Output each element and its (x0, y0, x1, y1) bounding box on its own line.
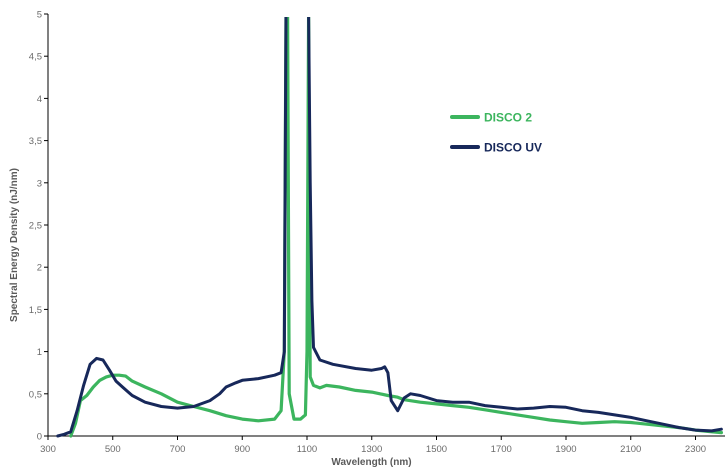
legend: DISCO 2 DISCO UV (450, 111, 542, 155)
x-tick-label: 2100 (620, 444, 641, 455)
x-tick-label: 300 (40, 444, 56, 455)
y-tick-label: 1,5 (29, 305, 42, 316)
y-tick-label: 4,5 (29, 52, 42, 63)
legend-label: DISCO UV (484, 141, 542, 155)
y-tick-label: 3,5 (29, 136, 42, 147)
x-axis-title: Wavelength (nm) (331, 457, 411, 468)
y-tick-label: 2 (37, 263, 42, 274)
y-tick-label: 3 (37, 178, 42, 189)
y-tick-label: 2,5 (29, 221, 42, 232)
y-axis-title: Spectral Energy Density (nJ/nm) (9, 168, 20, 322)
x-tick-label: 1900 (555, 444, 576, 455)
y-tick-group: 0 0,5 1 1,5 2 2,5 3 3,5 4 4,5 5 (29, 10, 48, 443)
y-tick-label: 4 (37, 94, 42, 105)
x-tick-label: 1300 (361, 444, 382, 455)
x-tick-label: 500 (105, 444, 121, 455)
x-tick-label: 900 (234, 444, 250, 455)
x-tick-label: 1700 (491, 444, 512, 455)
series-group (56, 17, 724, 438)
y-tick-label: 1 (37, 347, 42, 358)
x-tick-label: 1100 (297, 444, 317, 455)
series-line-disco-2 (69, 17, 724, 438)
x-tick-label: 1500 (426, 444, 447, 455)
legend-label: DISCO 2 (484, 111, 532, 125)
x-tick-group: 300 500 700 900 1100 1300 1500 1700 1900 2100 2300 (40, 436, 706, 455)
x-tick-label: 700 (170, 444, 186, 455)
series-line-disco-uv (56, 17, 723, 438)
y-tick-label: 0,5 (29, 389, 42, 400)
y-tick-label: 5 (37, 10, 42, 21)
x-tick-label: 2300 (685, 444, 706, 455)
y-tick-label: 0 (37, 432, 42, 443)
